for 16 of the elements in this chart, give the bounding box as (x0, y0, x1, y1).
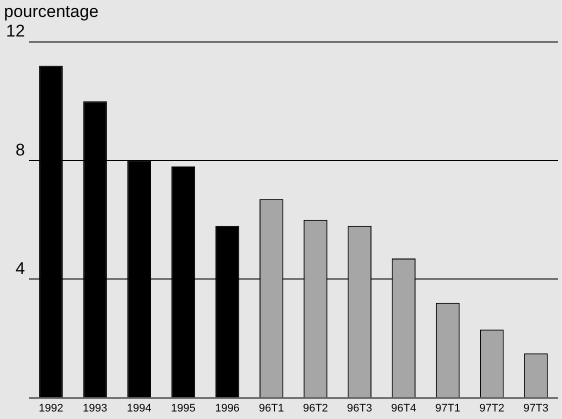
x-tick-label: 96T1 (258, 402, 284, 414)
x-tick-label: 96T3 (347, 402, 372, 414)
x-tick-label: 1996 (215, 402, 240, 414)
x-tick-label: 1994 (126, 402, 152, 414)
x-tick-label: 1995 (170, 402, 196, 414)
y-axis-title: pourcentage (4, 2, 99, 22)
x-tick-label: 1992 (38, 402, 64, 414)
x-tick-label: 97T1 (435, 402, 460, 414)
y-tick-label: 12 (6, 22, 25, 41)
x-tick-label: 97T2 (479, 402, 504, 414)
x-tick-label: 96T2 (302, 402, 328, 414)
y-tick-label: 8 (15, 140, 25, 160)
y-tick-label: 4 (15, 258, 25, 278)
x-tick-label: 96T4 (391, 402, 416, 414)
x-tick-label: 1993 (82, 402, 108, 414)
x-tick-label: 97T3 (523, 402, 548, 414)
